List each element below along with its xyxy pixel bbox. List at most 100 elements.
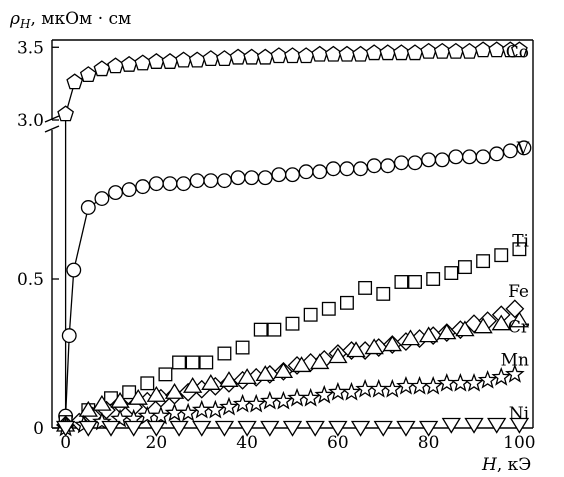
data-point-cr [291,356,312,373]
axis-break-mark [44,115,60,133]
series-label-cr: Cr [508,318,530,338]
data-point-cr [400,329,421,346]
x-tick-label: 80 [418,433,440,453]
data-point-ti [158,367,173,382]
data-point-cr [164,382,185,399]
data-point-cr [473,317,493,334]
data-point-cr [364,338,384,355]
data-point-mn [314,384,335,404]
data-point-ni [350,420,371,437]
data-point-v [189,173,205,189]
data-point-ni [396,420,416,437]
data-point-co [297,47,315,64]
data-point-ti [199,355,214,370]
data-point-ti [444,266,459,280]
data-point-ti [140,376,155,391]
data-point-mn [287,387,307,407]
series-labels: Co V Ti Fe Cr Mn Ni [501,43,530,424]
y-tick-label: 3.5 [17,38,44,58]
data-point-ti [321,301,336,316]
x-axis-label-symbol: H [481,455,498,475]
data-point-mn [205,399,226,419]
data-point-v [325,161,341,177]
data-point-co [311,45,329,62]
data-point-cr [183,377,203,393]
data-point-ni [373,420,393,437]
data-point-ti [476,254,491,269]
data-point-v [516,140,532,156]
data-point-co [447,42,465,59]
data-point-v [148,176,164,192]
data-point-mn [259,390,280,410]
data-point-v [339,161,355,177]
data-point-ti [303,307,318,322]
data-point-v [448,149,464,165]
data-point-ni [260,420,280,437]
data-point-mn [505,364,525,383]
data-point-mn [191,399,212,419]
data-point-ni [418,420,439,437]
axis-ticks: 0 20 40 60 80 100 0 0.5 3.0 3.5 [17,38,536,453]
data-point-cr [78,400,98,417]
data-point-ni [237,420,257,437]
data-point-v [298,164,314,180]
data-point-co [393,44,410,61]
data-point-ti [340,295,354,310]
y-tick-label: 0.5 [17,270,44,290]
data-point-v [434,152,450,168]
data-point-co [57,105,74,122]
data-point-ni [146,420,167,437]
data-point-co [511,41,528,58]
data-point-mn [300,387,321,407]
data-point-cr [273,362,294,379]
data-point-co [229,48,247,65]
data-point-v [462,149,477,165]
series-label-fe: Fe [508,282,529,302]
data-point-v [203,173,219,189]
data-point-v [230,170,246,186]
data-point-cr [328,347,348,364]
data-point-co [474,41,492,58]
data-point-ni [101,420,121,437]
data-point-v [285,167,300,183]
data-point-cr [201,374,221,390]
data-point-ni [509,417,530,434]
data-point-v [257,170,273,186]
data-point-co [134,54,152,71]
data-point-ti [408,275,422,289]
series-label-ni: Ni [509,404,530,424]
series-label-mn: Mn [501,350,529,370]
data-point-cr [418,326,439,343]
data-point-v [61,328,77,344]
data-point-ni [441,417,461,434]
data-point-ni [192,420,212,437]
data-point-v [135,179,151,195]
data-point-v [502,143,518,159]
data-point-mn [151,405,171,425]
y-tick-label: 0 [33,419,44,439]
data-point-v [393,155,409,171]
data-point-mn [328,381,348,401]
data-point-v [407,155,423,171]
data-point-v [489,146,505,162]
data-point-mn [164,402,185,422]
data-point-ti [394,275,409,289]
data-point-v [421,152,437,168]
data-point-cr [219,371,239,387]
data-point-ti [253,322,268,337]
data-point-co [284,47,301,64]
data-point-cr [346,341,366,358]
data-point-co [93,60,111,77]
data-point-ni [55,420,76,437]
data-point-v [121,182,137,198]
data-point-mn [464,372,484,392]
data-point-v [66,262,82,278]
data-point-ti [267,322,282,337]
data-point-cr [491,314,511,331]
series-label-v: V [516,139,530,159]
data-point-co [66,73,84,90]
x-tick-label: 20 [146,433,168,453]
data-point-ti [122,385,137,400]
data-point-mn [178,402,198,422]
data-point-ni [169,420,189,437]
